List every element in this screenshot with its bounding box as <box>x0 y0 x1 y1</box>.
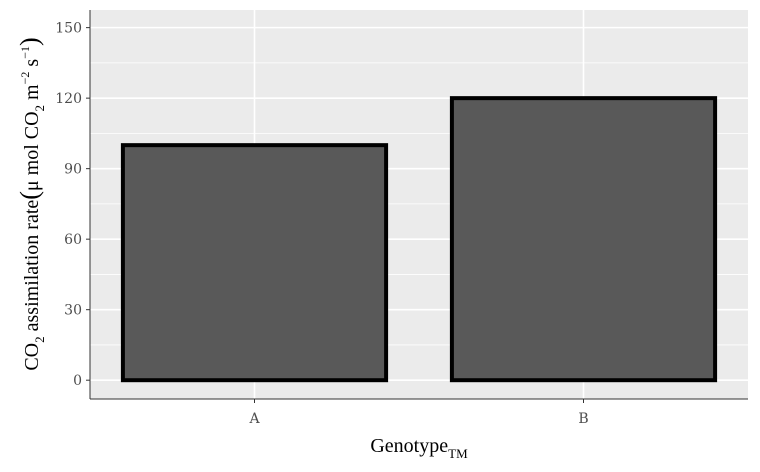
y-axis-ticks: 0 30 60 90 120 150 <box>55 10 91 399</box>
y-axis-title: CO2 assimilation rate(μ mol CO2 m−2 s−1) <box>15 37 47 370</box>
y-tick-label: 120 <box>55 91 82 107</box>
bar-a <box>120 143 389 383</box>
x-tick-label: A <box>248 411 260 427</box>
y-tick-label: 150 <box>55 21 82 37</box>
x-tick-label: B <box>578 411 588 427</box>
y-tick-label: 60 <box>64 232 82 248</box>
bar-b <box>449 96 718 383</box>
x-axis-title: GenotypeTM <box>370 435 468 461</box>
y-tick-label: 30 <box>64 303 82 319</box>
y-tick-label: 0 <box>73 373 82 389</box>
bars <box>120 96 718 383</box>
y-tick-label: 90 <box>64 162 82 178</box>
